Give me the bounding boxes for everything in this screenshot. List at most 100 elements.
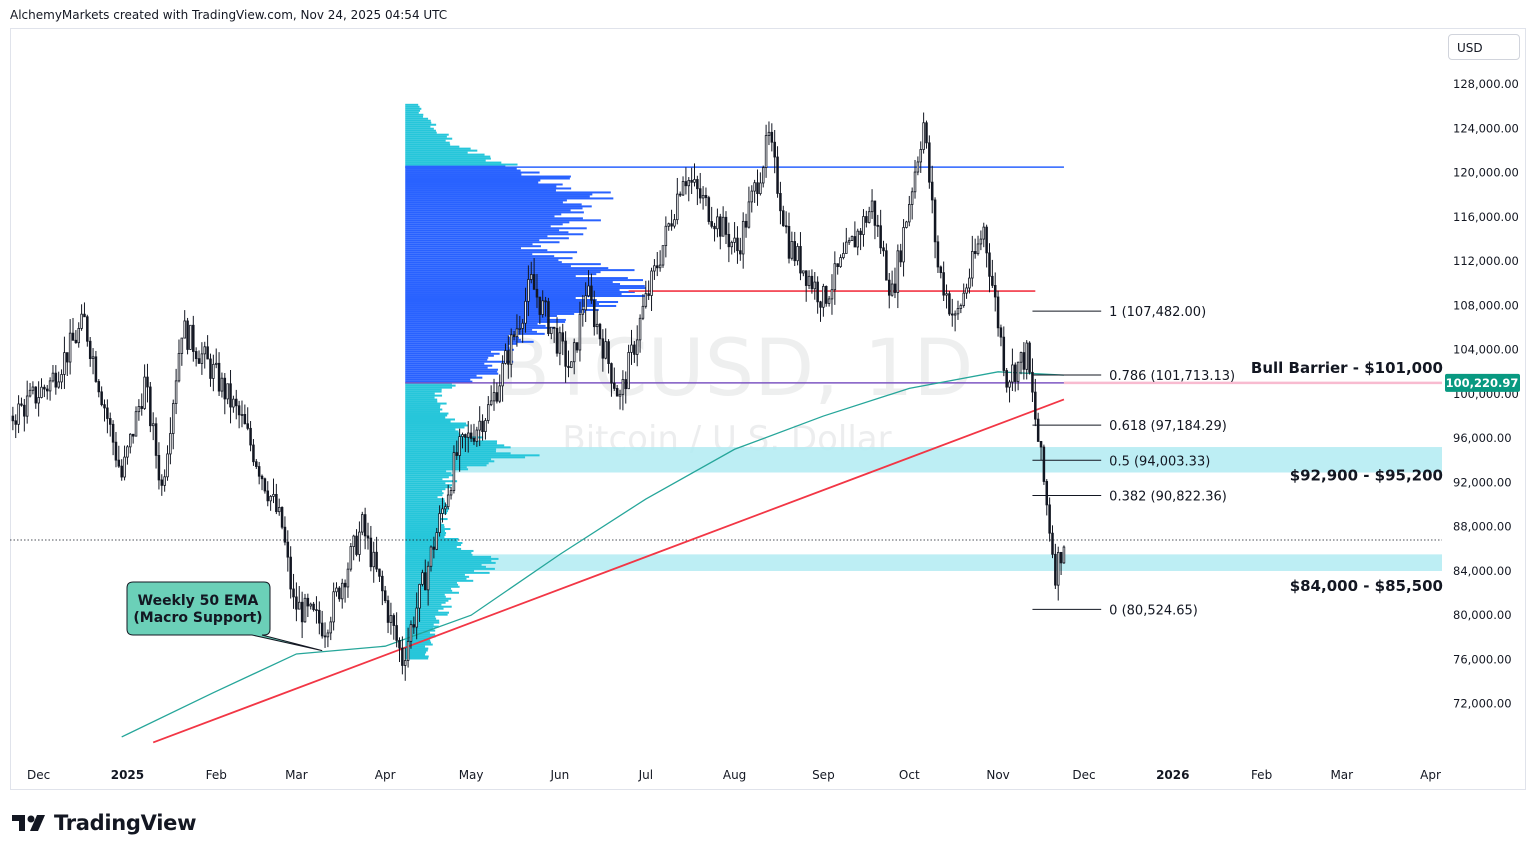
candle-body[interactable] xyxy=(793,241,796,262)
candle-body[interactable] xyxy=(1045,481,1049,506)
candle-body[interactable] xyxy=(424,572,427,591)
candle-body[interactable] xyxy=(842,253,845,258)
candle-body[interactable] xyxy=(203,346,207,355)
candle-body[interactable] xyxy=(94,356,98,382)
candle-body[interactable] xyxy=(1048,504,1051,534)
candle-body[interactable] xyxy=(910,191,914,205)
candle-body[interactable] xyxy=(389,615,393,623)
candle-body[interactable] xyxy=(1056,552,1060,586)
candle-body[interactable] xyxy=(925,122,928,144)
candle-body[interactable] xyxy=(724,216,728,235)
candle-body[interactable] xyxy=(544,300,547,303)
candle-body[interactable] xyxy=(312,603,315,611)
candle-body[interactable] xyxy=(458,436,461,456)
candle-body[interactable] xyxy=(415,607,418,628)
candle-body[interactable] xyxy=(741,220,745,255)
candle-body[interactable] xyxy=(959,305,963,309)
candle-body[interactable] xyxy=(489,400,493,406)
candle-body[interactable] xyxy=(736,237,739,252)
candle-body[interactable] xyxy=(773,141,776,158)
candle-body[interactable] xyxy=(953,313,957,316)
candle-body[interactable] xyxy=(349,546,353,570)
candle-body[interactable] xyxy=(564,340,567,367)
candle-body[interactable] xyxy=(693,179,696,183)
candle-body[interactable] xyxy=(429,546,433,567)
candle-body[interactable] xyxy=(269,495,272,502)
candle-body[interactable] xyxy=(650,270,653,296)
candle-body[interactable] xyxy=(154,423,158,456)
candle-body[interactable] xyxy=(174,380,178,404)
candle-body[interactable] xyxy=(667,223,670,227)
candle-body[interactable] xyxy=(750,190,754,203)
candle-body[interactable] xyxy=(756,182,759,194)
candle-body[interactable] xyxy=(965,287,968,294)
candle-body[interactable] xyxy=(802,270,805,274)
candle-body[interactable] xyxy=(971,251,974,279)
candle-body[interactable] xyxy=(710,221,713,227)
candle-body[interactable] xyxy=(1051,532,1054,555)
candle-body[interactable] xyxy=(928,142,931,183)
candle-body[interactable] xyxy=(942,272,945,296)
candle-body[interactable] xyxy=(466,432,470,438)
candle-body[interactable] xyxy=(610,363,613,384)
candle-body[interactable] xyxy=(20,403,23,406)
candle-body[interactable] xyxy=(601,338,605,359)
candle-body[interactable] xyxy=(638,317,642,341)
candle-body[interactable] xyxy=(555,327,559,354)
candle-body[interactable] xyxy=(37,397,40,404)
trendline[interactable] xyxy=(152,398,1065,744)
candle-body[interactable] xyxy=(352,535,355,547)
candle-body[interactable] xyxy=(257,466,261,477)
candle-body[interactable] xyxy=(822,286,825,308)
candle-body[interactable] xyxy=(730,241,733,248)
candle-body[interactable] xyxy=(200,353,204,364)
candle-body[interactable] xyxy=(300,601,304,623)
candle-body[interactable] xyxy=(17,403,20,425)
candle-body[interactable] xyxy=(249,427,252,446)
support-zone-2[interactable] xyxy=(405,554,1443,571)
candle-body[interactable] xyxy=(670,223,673,227)
candle-body[interactable] xyxy=(495,392,499,402)
candle-body[interactable] xyxy=(103,404,106,409)
candle-body[interactable] xyxy=(189,324,192,350)
candle-body[interactable] xyxy=(887,279,891,296)
candle-body[interactable] xyxy=(406,640,410,661)
candle-body[interactable] xyxy=(326,632,330,638)
candle-body[interactable] xyxy=(71,332,75,341)
candle-body[interactable] xyxy=(753,182,756,192)
candle-body[interactable] xyxy=(484,420,487,433)
candle-body[interactable] xyxy=(369,537,373,568)
candle-body[interactable] xyxy=(673,219,676,227)
candle-body[interactable] xyxy=(578,313,582,351)
candle-body[interactable] xyxy=(444,506,447,510)
candle-body[interactable] xyxy=(552,326,556,329)
candle-body[interactable] xyxy=(859,230,862,235)
candle-body[interactable] xyxy=(54,372,58,388)
candle-body[interactable] xyxy=(34,386,38,404)
candle-body[interactable] xyxy=(527,279,530,302)
candle-body[interactable] xyxy=(587,285,590,297)
candle-body[interactable] xyxy=(615,388,619,397)
candle-body[interactable] xyxy=(865,216,868,223)
candle-body[interactable] xyxy=(767,131,771,136)
candle-body[interactable] xyxy=(226,383,229,400)
candle-body[interactable] xyxy=(1011,364,1014,383)
candle-body[interactable] xyxy=(143,376,146,409)
candle-body[interactable] xyxy=(252,444,255,463)
candle-body[interactable] xyxy=(541,300,544,315)
candle-body[interactable] xyxy=(1062,546,1066,564)
candle-body[interactable] xyxy=(277,507,281,513)
candle-body[interactable] xyxy=(403,660,407,666)
candle-body[interactable] xyxy=(684,181,688,187)
candle-body[interactable] xyxy=(747,201,751,228)
candle-body[interactable] xyxy=(939,266,943,274)
candle-body[interactable] xyxy=(260,475,264,480)
candle-body[interactable] xyxy=(635,339,639,355)
candle-body[interactable] xyxy=(120,465,123,478)
candle-body[interactable] xyxy=(66,352,69,363)
candle-body[interactable] xyxy=(157,455,161,481)
candle-body[interactable] xyxy=(332,591,335,623)
support-zone-1[interactable] xyxy=(405,447,1443,473)
candle-body[interactable] xyxy=(438,513,441,533)
weekly-50-ema-line[interactable] xyxy=(121,371,1064,738)
